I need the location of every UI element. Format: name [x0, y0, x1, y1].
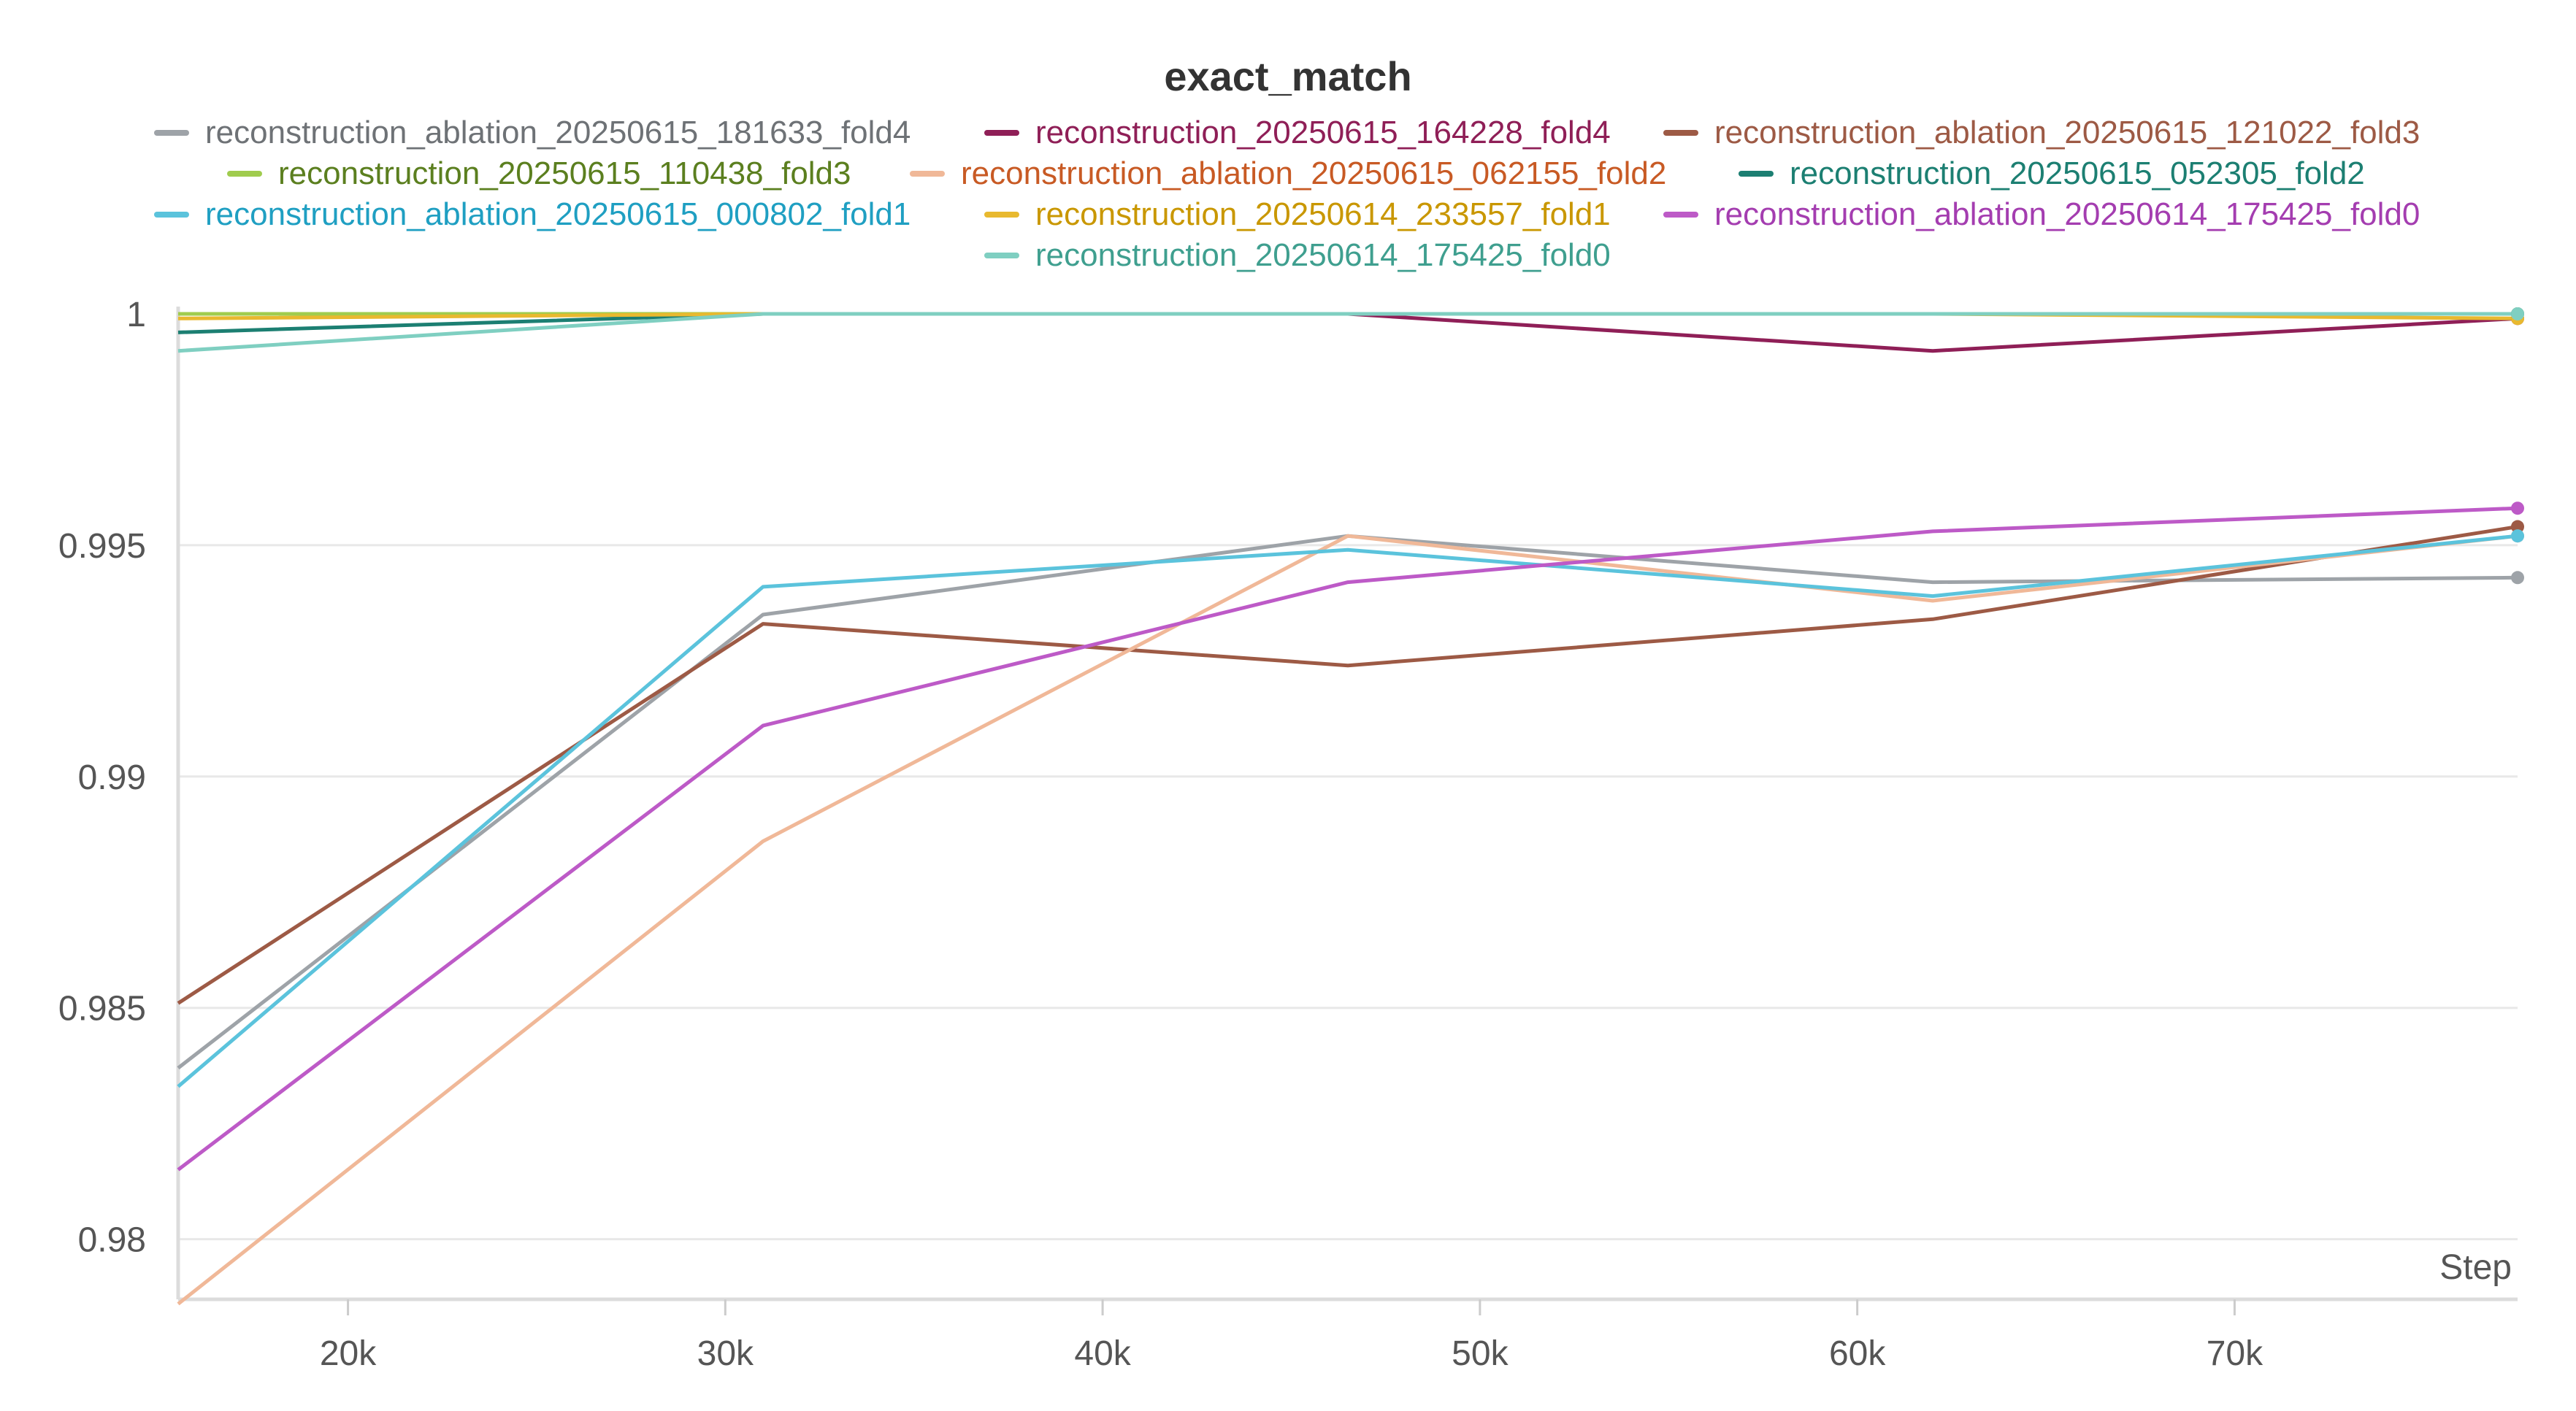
y-tick-label: 0.99 [78, 758, 146, 797]
series-end-point-6[interactable] [2511, 529, 2524, 543]
chart-title: exact_match [1164, 53, 1411, 99]
x-tick-label: 40k [1074, 1334, 1131, 1373]
legend-item-6[interactable]: reconstruction_ablation_20250615_000802_… [154, 196, 911, 232]
legend-item-7[interactable]: reconstruction_20250614_233557_fold1 [984, 196, 1611, 232]
legend-label: reconstruction_20250614_175425_fold0 [1035, 237, 1611, 273]
x-tick-label: 30k [697, 1334, 754, 1373]
series-line-6[interactable] [177, 534, 2518, 1088]
legend-label: reconstruction_ablation_20250615_181633_… [205, 115, 911, 150]
legend-label: reconstruction_20250615_110438_fold3 [278, 155, 851, 191]
legend-item-8[interactable]: reconstruction_ablation_20250614_175425_… [1663, 196, 2420, 232]
legend-item-0[interactable]: reconstruction_ablation_20250615_181633_… [154, 115, 911, 150]
series-end-point-0[interactable] [2511, 571, 2524, 585]
legend-item-5[interactable]: reconstruction_20250615_052305_fold2 [1739, 155, 2365, 191]
legend-label: reconstruction_ablation_20250615_062155_… [961, 155, 1666, 191]
series-line-9[interactable] [177, 312, 2518, 353]
legend-item-2[interactable]: reconstruction_ablation_20250615_121022_… [1663, 115, 2420, 150]
y-tick-label: 0.995 [58, 527, 146, 566]
series-end-point-2[interactable] [2511, 520, 2524, 534]
legend-item-1[interactable]: reconstruction_20250615_164228_fold4 [984, 115, 1611, 150]
legend-label: reconstruction_ablation_20250615_121022_… [1714, 115, 2420, 150]
y-tick-label: 0.985 [58, 990, 146, 1029]
y-tick-label: 0.98 [78, 1221, 146, 1260]
x-tick-label: 60k [1829, 1334, 1886, 1373]
legend-label: reconstruction_ablation_20250614_175425_… [1714, 196, 2420, 232]
x-tick-label: 70k [2207, 1334, 2263, 1373]
legend-label: reconstruction_20250615_052305_fold2 [1790, 155, 2365, 191]
axes: 20k 30k 40k 50k 60k 70k [176, 307, 2518, 1373]
series-line-8[interactable] [177, 506, 2518, 1172]
x-tick-label: 20k [320, 1334, 377, 1373]
legend-label: reconstruction_ablation_20250615_000802_… [205, 196, 911, 232]
y-tick-label: 1 [126, 296, 146, 334]
series-end-points [2511, 307, 2524, 585]
legend: reconstruction_ablation_20250615_181633_… [154, 115, 2420, 273]
x-axis-label: Step [2439, 1248, 2512, 1287]
legend-label: reconstruction_20250614_233557_fold1 [1035, 196, 1611, 232]
series-line-2[interactable] [177, 525, 2518, 1005]
series-line-4[interactable] [177, 534, 2518, 1306]
legend-item-9[interactable]: reconstruction_20250614_175425_fold0 [984, 237, 1611, 273]
legend-item-3[interactable]: reconstruction_20250615_110438_fold3 [227, 155, 851, 191]
x-tick-label: 50k [1452, 1334, 1509, 1373]
series-end-point-8[interactable] [2511, 501, 2524, 515]
series-lines [177, 312, 2518, 1306]
series-end-point-9[interactable] [2511, 307, 2524, 320]
legend-item-4[interactable]: reconstruction_ablation_20250615_062155_… [910, 155, 1666, 191]
legend-label: reconstruction_20250615_164228_fold4 [1035, 115, 1611, 150]
